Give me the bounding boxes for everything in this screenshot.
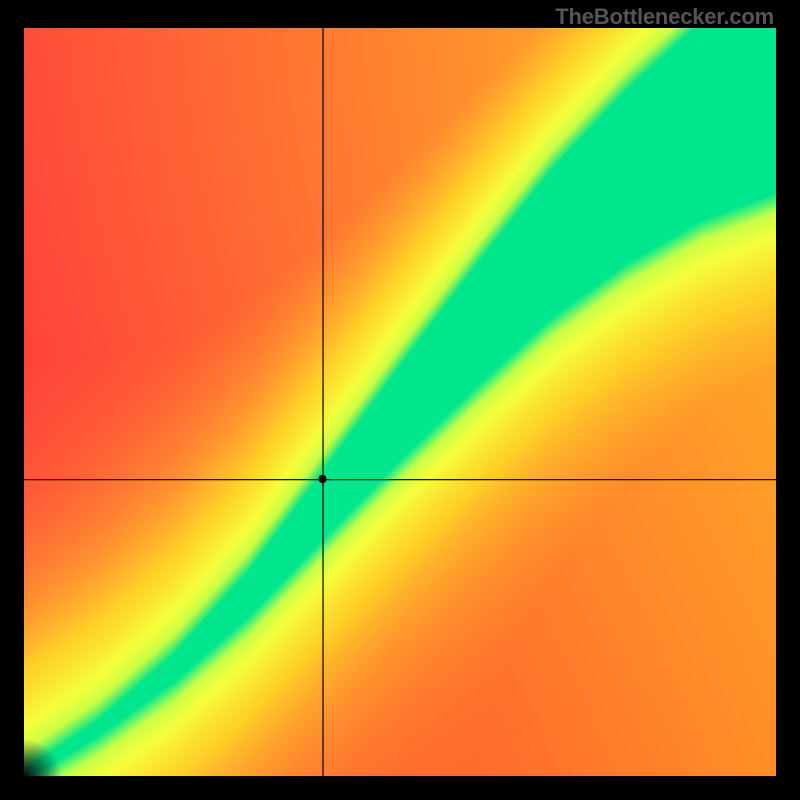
- plot-area: [24, 28, 776, 776]
- watermark-text: TheBottlenecker.com: [555, 4, 774, 30]
- heatmap-canvas: [24, 28, 776, 776]
